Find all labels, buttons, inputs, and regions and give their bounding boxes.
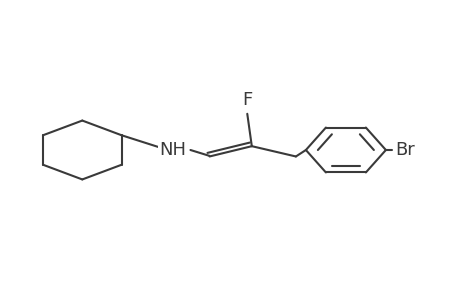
Text: F: F (241, 91, 252, 109)
Text: Br: Br (395, 141, 414, 159)
Text: NH: NH (159, 141, 186, 159)
